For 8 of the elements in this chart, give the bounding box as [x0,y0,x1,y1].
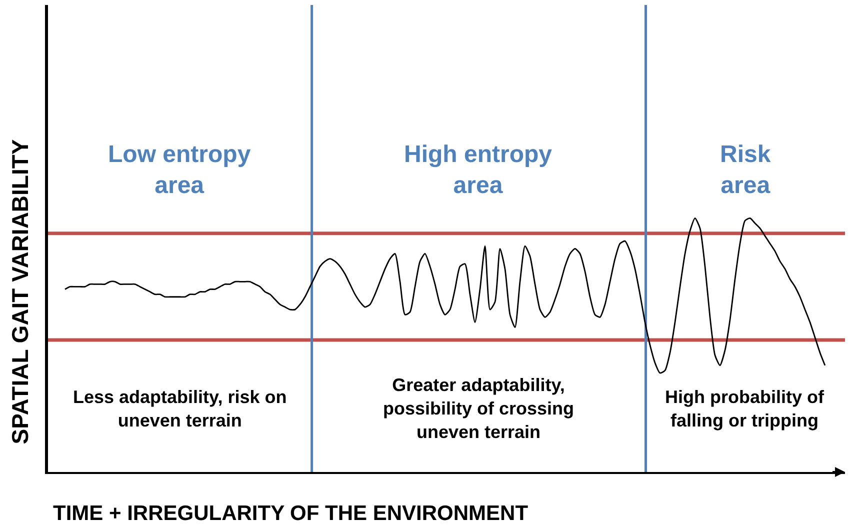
text: Low entropy area [108,141,252,200]
annotation: Greater adaptability, possibility of crossing uneven terrain [383,375,574,442]
text: High entropy area [404,141,553,200]
annotation: Less adaptability, risk on uneven terrain [73,387,287,430]
y-axis-title: SPATIAL GAIT VARIABILITY [6,139,33,444]
x-axis-title: TIME + IRREGULARITY OF THE ENVIRONMENT [53,502,528,525]
annotation: High probability of falling or tripping [665,387,825,430]
text: Risk area [720,141,772,200]
